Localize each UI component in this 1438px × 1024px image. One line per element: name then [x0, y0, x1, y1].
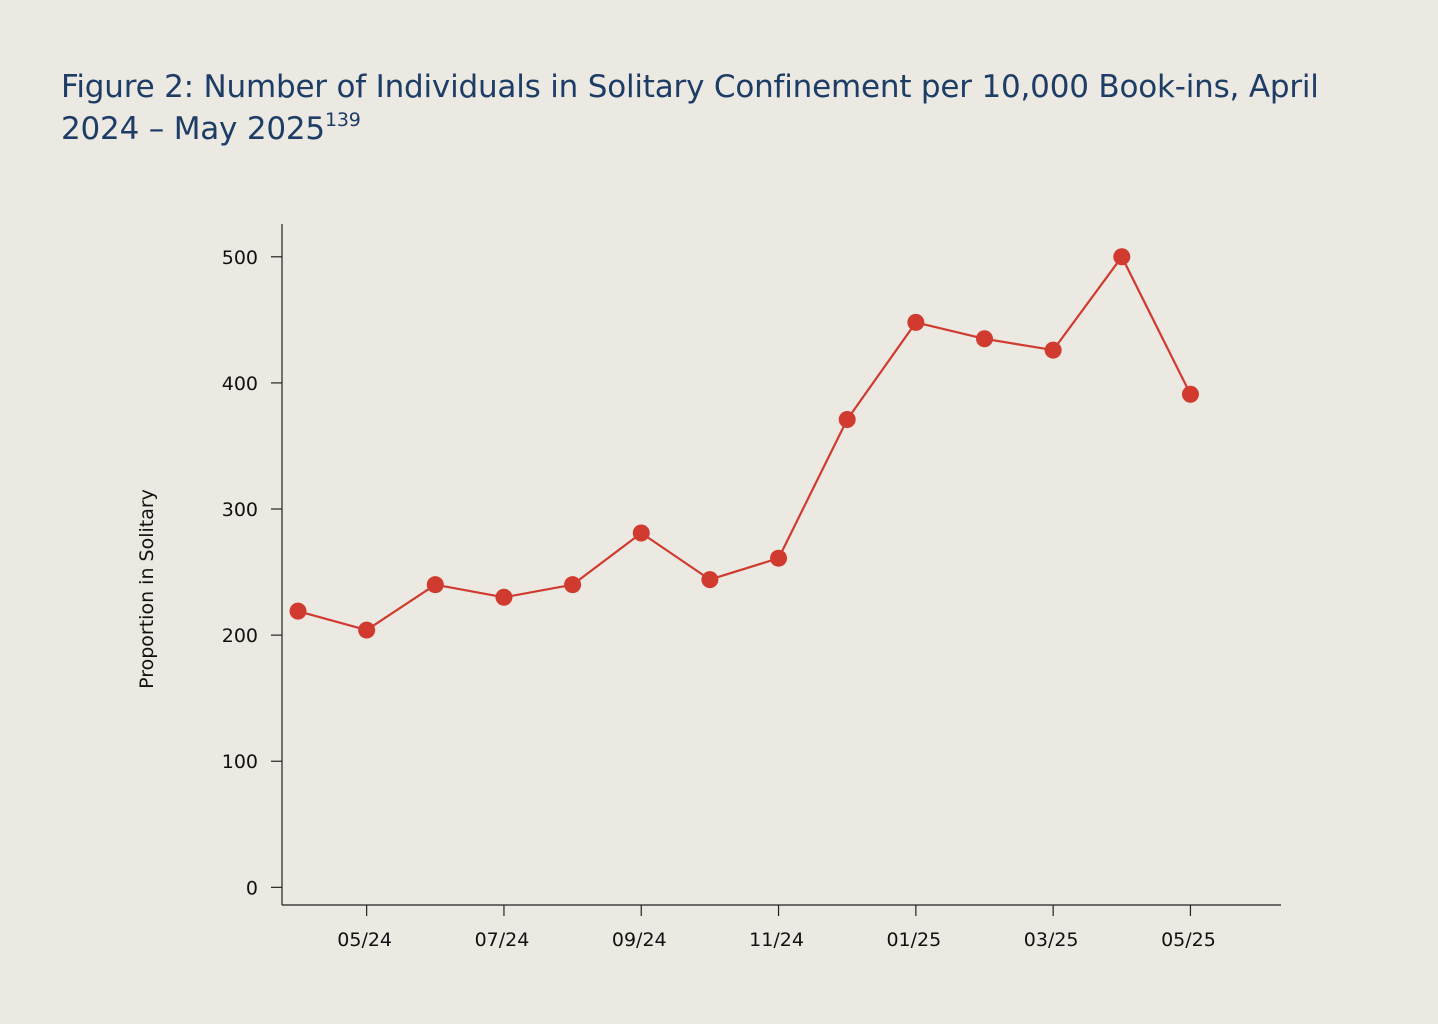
y-axis: 0 100 200 300 400 500: [222, 224, 283, 905]
series-line: [297, 255, 1192, 632]
y-tick-label: 100: [222, 751, 258, 773]
x-tick-label: 05/24: [337, 929, 392, 951]
x-tick-label: 05/25: [1161, 929, 1216, 951]
y-tick-label: 200: [222, 625, 258, 647]
data-point: [701, 571, 719, 589]
x-axis: 05/24 07/24 09/24 11/24 01/25 03/25 05/25: [282, 904, 1281, 951]
series-group: [289, 248, 1199, 639]
y-tick-label: 400: [222, 373, 258, 395]
chart-title-text: Figure 2: Number of Individuals in Solit…: [61, 69, 1319, 147]
x-tick-label: 11/24: [749, 929, 804, 951]
x-tick-label: 03/25: [1024, 929, 1079, 951]
footnote-marker: 139: [324, 109, 361, 131]
y-tick-label: 0: [246, 877, 258, 899]
data-point: [1113, 248, 1131, 266]
y-tick-label: 300: [222, 499, 258, 521]
data-point: [495, 588, 513, 606]
data-point: [564, 576, 582, 594]
data-point: [770, 549, 788, 567]
chart-title: Figure 2: Number of Individuals in Solit…: [61, 66, 1391, 150]
x-tick-label: 09/24: [612, 929, 667, 951]
data-point: [1181, 385, 1199, 403]
data-point: [907, 313, 925, 331]
data-point: [426, 576, 444, 594]
data-point: [1044, 341, 1062, 359]
data-point: [358, 621, 376, 639]
data-point: [632, 524, 650, 542]
data-point: [976, 330, 993, 348]
data-point: [289, 602, 307, 620]
x-tick-label: 07/24: [475, 929, 530, 951]
y-tick-label: 500: [222, 247, 258, 269]
x-tick-label: 01/25: [886, 929, 941, 951]
data-point: [838, 410, 856, 428]
y-axis-title: Proportion in Solitary: [136, 489, 158, 689]
